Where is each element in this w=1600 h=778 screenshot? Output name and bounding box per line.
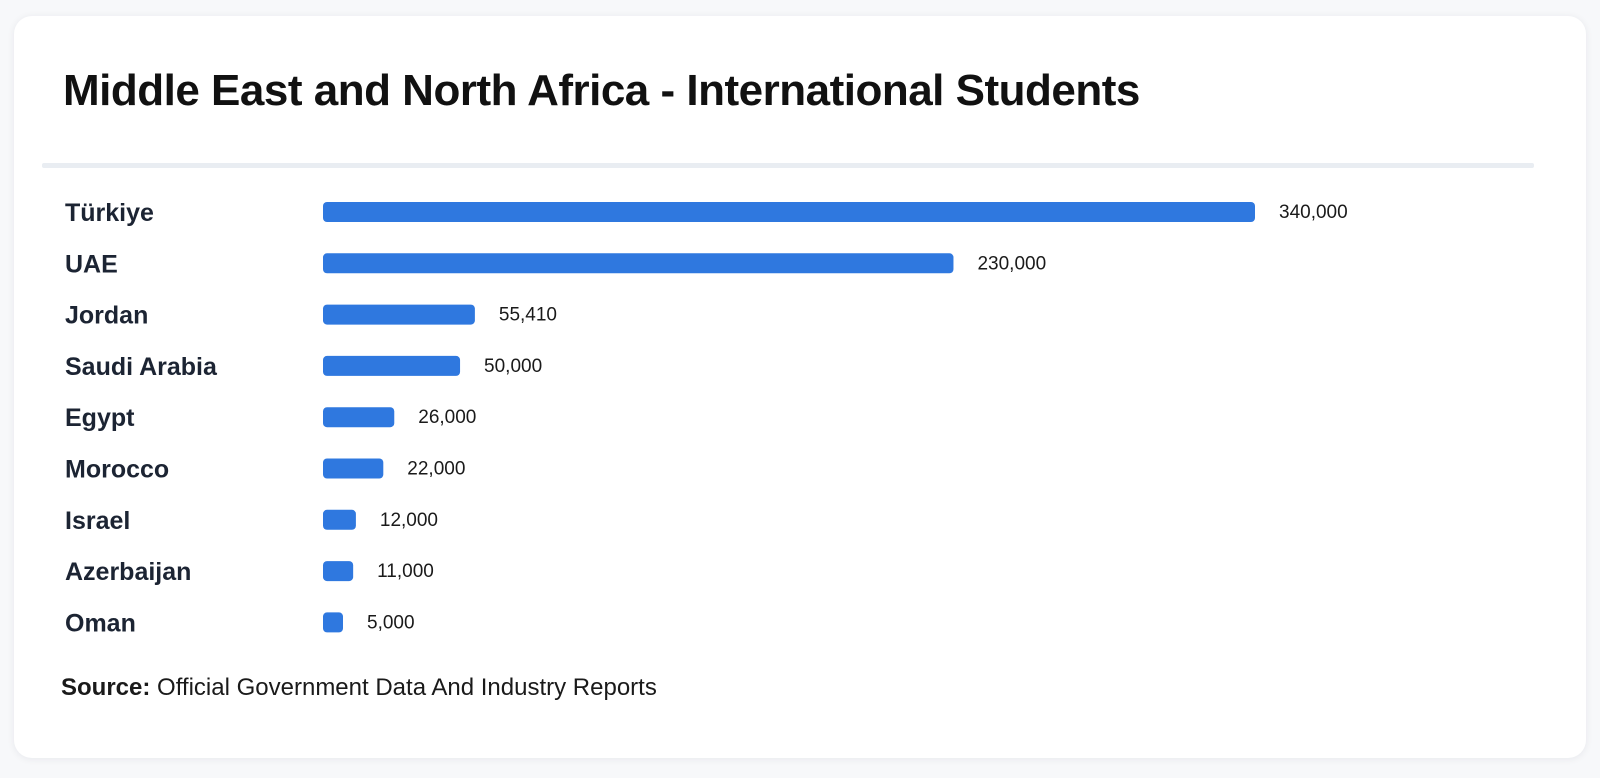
value-label: 22,000: [407, 459, 465, 480]
source-text: Official Government Data And Industry Re…: [157, 674, 657, 701]
value-label: 26,000: [418, 407, 476, 428]
title-divider: [42, 163, 1534, 168]
bar: [323, 304, 475, 325]
value-label: 230,000: [977, 253, 1046, 274]
category-label: Jordan: [65, 302, 148, 330]
category-label: Morocco: [65, 456, 169, 484]
bar: [323, 561, 354, 582]
category-label: UAE: [65, 250, 118, 278]
bar-chart: Türkiye 340,000 UAE 230,000 Jordan 55,410 Saud…: [65, 199, 1348, 637]
source-label: Source:: [61, 674, 151, 701]
value-label: 5,000: [367, 612, 415, 633]
value-label: 340,000: [1279, 202, 1348, 223]
value-label: 12,000: [380, 510, 438, 531]
category-label: Oman: [65, 609, 136, 637]
bar: [323, 253, 954, 274]
chart-title: Middle East and North Africa - Internati…: [63, 66, 1140, 115]
value-label: 11,000: [377, 561, 434, 582]
bar: [323, 202, 1255, 222]
bar: [323, 612, 343, 633]
category-label: Saudi Arabia: [65, 353, 218, 381]
chart-card: Middle East and North Africa - Internati…: [14, 16, 1586, 758]
category-label: Türkiye: [65, 199, 154, 227]
bar: [323, 355, 461, 376]
value-label: 50,000: [484, 356, 542, 377]
bar: [323, 407, 395, 428]
category-label: Azerbaijan: [65, 558, 191, 586]
bar: [323, 458, 384, 479]
source-note: Source: Official Government Data And Ind…: [61, 674, 657, 702]
bar: [323, 509, 356, 530]
category-label: Israel: [65, 507, 130, 535]
value-label: 55,410: [499, 305, 557, 326]
category-label: Egypt: [65, 404, 135, 432]
